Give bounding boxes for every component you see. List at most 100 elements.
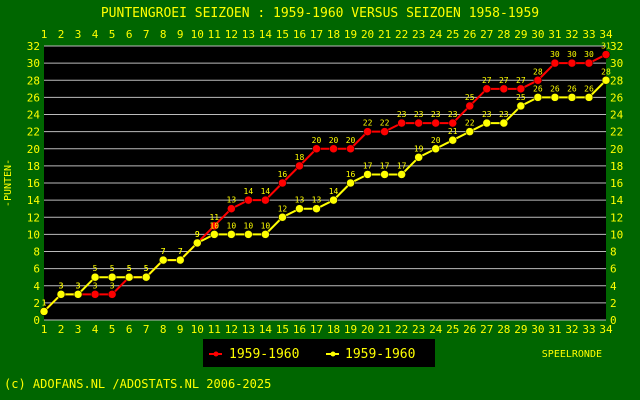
data-label-series-2: 21 — [448, 127, 458, 136]
y-tick-left: 32 — [27, 40, 40, 53]
x-tick-bottom: 30 — [531, 323, 544, 336]
data-point-series-1 — [295, 161, 304, 171]
x-tick-bottom: 15 — [276, 323, 289, 336]
x-tick-top: 3 — [75, 28, 82, 41]
x-tick-top: 34 — [599, 28, 613, 41]
data-point-series-2 — [482, 118, 492, 128]
data-label-series-2: 13 — [312, 196, 322, 205]
x-tick-top: 20 — [361, 28, 374, 41]
y-tick-left: 24 — [27, 109, 41, 122]
data-label-series-1: 5 — [144, 264, 149, 273]
data-point-series-1 — [210, 221, 219, 231]
y-tick-right: 22 — [610, 126, 623, 139]
x-tick-bottom: 18 — [327, 323, 340, 336]
y-tick-right: 16 — [610, 177, 623, 190]
data-label-series-1: 27 — [516, 76, 526, 85]
data-label-series-2: 1 — [42, 298, 47, 307]
data-label-series-2: 23 — [499, 110, 509, 119]
data-label-series-1: 22 — [363, 119, 373, 128]
data-label-series-1: 14 — [261, 187, 271, 196]
y-tick-right: 8 — [610, 246, 617, 259]
data-point-series-2 — [210, 230, 219, 239]
x-tick-top: 15 — [276, 28, 289, 41]
data-point-series-1 — [90, 290, 100, 299]
data-label-series-2: 23 — [482, 110, 492, 119]
data-label-series-2: 5 — [110, 264, 115, 273]
y-tick-right: 28 — [610, 74, 623, 87]
data-point-series-1 — [601, 50, 611, 59]
data-label-series-1: 23 — [397, 110, 407, 119]
x-tick-bottom: 34 — [599, 323, 613, 336]
x-tick-bottom: 20 — [361, 323, 374, 336]
x-tick-bottom: 3 — [75, 323, 82, 336]
data-point-series-1 — [516, 84, 526, 94]
x-tick-top: 33 — [582, 28, 595, 41]
x-tick-bottom: 11 — [208, 323, 221, 336]
x-tick-top: 19 — [344, 28, 357, 41]
x-axis-label: SPEELRONDE — [542, 349, 602, 360]
x-tick-bottom: 16 — [293, 323, 306, 336]
x-tick-bottom: 7 — [143, 323, 150, 336]
data-label-series-1: 3 — [76, 281, 81, 290]
data-label-series-2: 10 — [261, 221, 271, 230]
x-tick-bottom: 14 — [259, 323, 273, 336]
data-label-series-2: 7 — [178, 247, 183, 256]
x-tick-top: 18 — [327, 28, 340, 41]
y-tick-right: 2 — [610, 297, 617, 310]
data-point-series-1 — [431, 118, 440, 128]
y-tick-left: 8 — [33, 246, 40, 259]
x-tick-top: 31 — [548, 28, 561, 41]
data-label-series-1: 30 — [550, 50, 560, 59]
data-point-series-2 — [533, 93, 543, 102]
x-tick-top: 14 — [259, 28, 273, 41]
x-tick-top: 29 — [514, 28, 527, 41]
data-label-series-1: 23 — [431, 110, 441, 119]
y-tick-left: 28 — [27, 74, 40, 87]
data-label-series-2: 10 — [227, 221, 237, 230]
data-point-series-2 — [193, 238, 202, 248]
data-point-series-2 — [465, 127, 475, 136]
data-point-series-2 — [39, 307, 49, 316]
data-point-series-2 — [516, 101, 526, 111]
data-label-series-1: 9 — [195, 230, 200, 239]
x-tick-top: 22 — [395, 28, 408, 41]
data-point-series-2 — [73, 290, 83, 299]
data-point-series-1 — [278, 178, 287, 188]
y-tick-right: 14 — [610, 194, 624, 207]
y-tick-right: 4 — [610, 280, 617, 293]
data-label-series-1: 20 — [312, 136, 322, 145]
x-tick-top: 9 — [177, 28, 184, 41]
data-point-series-2 — [380, 170, 389, 179]
data-label-series-2: 5 — [127, 264, 132, 273]
data-label-series-1: 23 — [448, 110, 458, 119]
y-tick-right: 10 — [610, 228, 623, 241]
data-label-series-1: 16 — [278, 170, 288, 179]
y-tick-right: 30 — [610, 57, 623, 70]
data-label-series-2: 5 — [144, 264, 149, 273]
y-tick-left: 26 — [27, 91, 40, 104]
x-tick-bottom: 19 — [344, 323, 357, 336]
x-tick-bottom: 1 — [41, 323, 48, 336]
data-point-series-1 — [550, 58, 560, 68]
data-point-series-2 — [397, 170, 406, 179]
data-point-series-1 — [448, 118, 457, 128]
data-label-series-2: 10 — [209, 221, 219, 230]
data-label-series-1: 18 — [295, 153, 305, 162]
x-tick-top: 25 — [446, 28, 459, 41]
data-label-series-1: 28 — [533, 67, 543, 76]
x-tick-top: 26 — [463, 28, 476, 41]
y-tick-right: 18 — [610, 160, 623, 173]
data-point-series-2 — [550, 93, 560, 102]
data-label-series-2: 19 — [414, 144, 424, 153]
y-tick-left: 0 — [33, 314, 40, 327]
data-label-series-1: 25 — [465, 93, 475, 102]
data-point-series-2 — [141, 272, 151, 282]
data-point-series-2 — [448, 135, 457, 145]
data-point-series-2 — [107, 272, 117, 282]
data-point-series-1 — [533, 76, 543, 85]
x-tick-top: 23 — [412, 28, 425, 41]
y-tick-left: 14 — [27, 194, 41, 207]
data-label-series-1: 20 — [329, 136, 339, 145]
